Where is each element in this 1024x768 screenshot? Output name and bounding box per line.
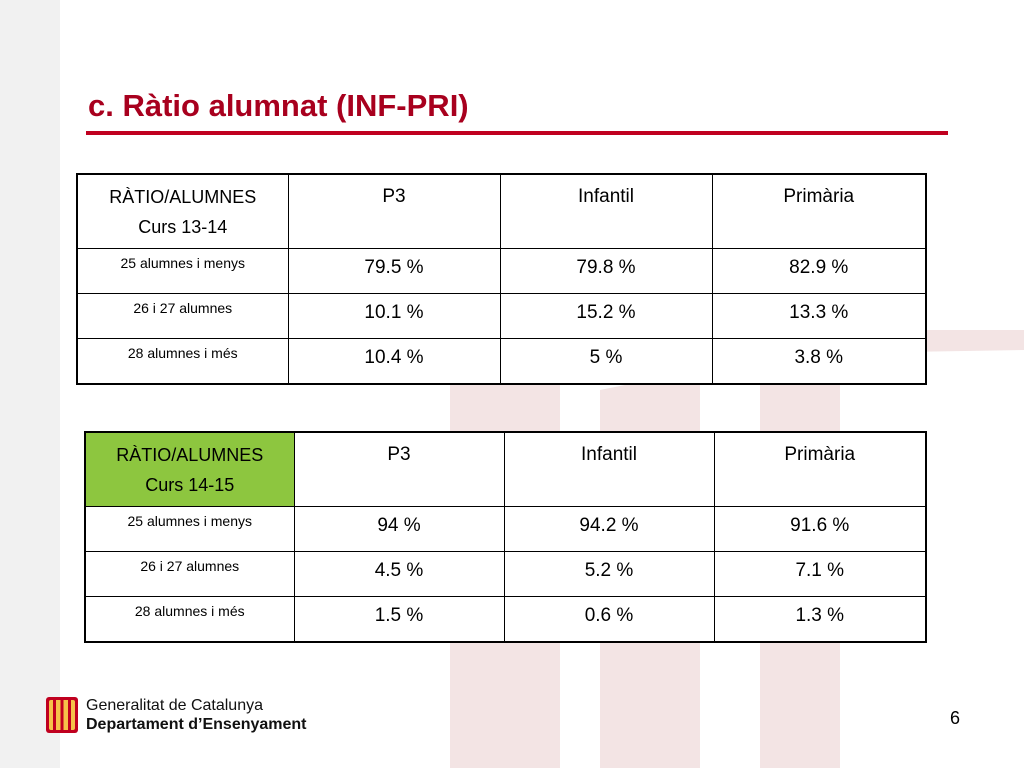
corner-title: RÀTIO/ALUMNES: [109, 187, 257, 207]
cell-p3: 10.1 %: [287, 293, 501, 339]
row-label: 28 alumnes i més: [76, 338, 289, 385]
cell-p3: 10.4 %: [287, 338, 501, 385]
corner-year: Curs 13-14: [138, 217, 228, 237]
table-row: 25 alumnes i menys 79.5 % 79.8 % 82.9 %: [76, 248, 927, 294]
table-row: 28 alumnes i més 1.5 % 0.6 % 1.3 %: [84, 596, 927, 643]
table-row: 26 i 27 alumnes 4.5 % 5.2 % 7.1 %: [84, 551, 927, 597]
cell-infantil: 79.8 %: [499, 248, 713, 294]
ratio-table-13-14: RÀTIO/ALUMNES Curs 13-14 P3 Infantil Pri…: [76, 173, 927, 385]
cell-primaria: 1.3 %: [713, 596, 927, 643]
row-label: 25 alumnes i menys: [76, 248, 289, 294]
cell-p3: 4.5 %: [293, 551, 505, 597]
table-row: 25 alumnes i menys 94 % 94.2 % 91.6 %: [84, 506, 927, 552]
cell-infantil: 15.2 %: [499, 293, 713, 339]
cell-primaria: 82.9 %: [711, 248, 927, 294]
column-header-infantil: Infantil: [503, 431, 715, 507]
cell-p3: 79.5 %: [287, 248, 501, 294]
cell-primaria: 3.8 %: [711, 338, 927, 385]
cell-primaria: 91.6 %: [713, 506, 927, 552]
table-corner-cell: RÀTIO/ALUMNES Curs 14-15: [84, 431, 295, 507]
row-label: 25 alumnes i menys: [84, 506, 295, 552]
row-label: 28 alumnes i més: [84, 596, 295, 643]
title-underline: [86, 131, 948, 135]
page-number: 6: [950, 708, 961, 728]
table-row: 28 alumnes i més 10.4 % 5 % 3.8 %: [76, 338, 927, 385]
generalitat-logo-icon: [46, 697, 78, 733]
cell-primaria: 13.3 %: [711, 293, 927, 339]
column-header-primaria: Primària: [713, 431, 927, 507]
table-row: 26 i 27 alumnes 10.1 % 15.2 % 13.3 %: [76, 293, 927, 339]
cell-infantil: 5.2 %: [503, 551, 715, 597]
cell-p3: 94 %: [293, 506, 505, 552]
cell-primaria: 7.1 %: [713, 551, 927, 597]
table-corner-cell: RÀTIO/ALUMNES Curs 13-14: [76, 173, 289, 249]
table-header-row: RÀTIO/ALUMNES Curs 13-14 P3 Infantil Pri…: [76, 173, 927, 249]
cell-infantil: 5 %: [499, 338, 713, 385]
corner-title: RÀTIO/ALUMNES: [116, 445, 264, 465]
column-header-infantil: Infantil: [499, 173, 713, 249]
ratio-table-14-15: RÀTIO/ALUMNES Curs 14-15 P3 Infantil Pri…: [84, 431, 927, 643]
cell-p3: 1.5 %: [293, 596, 505, 643]
column-header-p3: P3: [293, 431, 505, 507]
cell-infantil: 94.2 %: [503, 506, 715, 552]
table-header-row: RÀTIO/ALUMNES Curs 14-15 P3 Infantil Pri…: [84, 431, 927, 507]
footer-department: Departament d’Ensenyament: [86, 716, 307, 733]
row-label: 26 i 27 alumnes: [76, 293, 289, 339]
row-label: 26 i 27 alumnes: [84, 551, 295, 597]
corner-year: Curs 14-15: [145, 475, 235, 495]
slide-title: c. Ràtio alumnat (INF-PRI): [88, 88, 469, 123]
footer-organization: Generalitat de Catalunya: [86, 697, 263, 714]
column-header-p3: P3: [287, 173, 501, 249]
column-header-primaria: Primària: [711, 173, 927, 249]
cell-infantil: 0.6 %: [503, 596, 715, 643]
